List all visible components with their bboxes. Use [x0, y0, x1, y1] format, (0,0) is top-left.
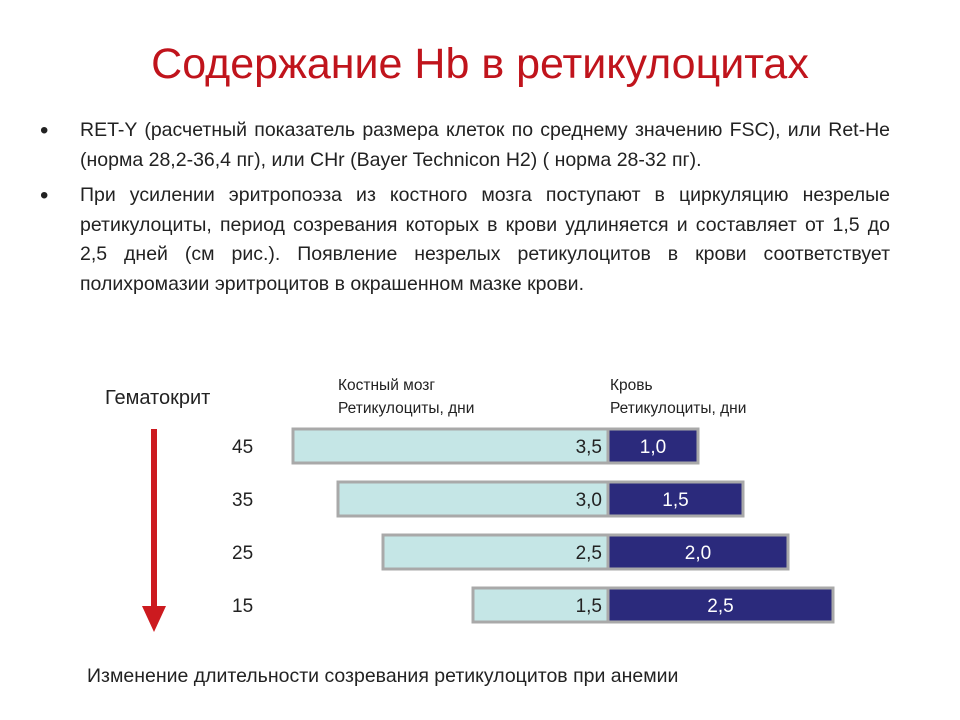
series-header-line: Костный мозг	[338, 377, 435, 394]
bullet-text: При усилении эритропоэза из костного моз…	[80, 184, 890, 295]
bullet-list: • RET-Y (расчетный показатель размера кл…	[40, 116, 890, 305]
bullet-dot-icon: •	[40, 117, 49, 144]
bar-marrow	[381, 533, 610, 571]
bar-blood	[606, 480, 745, 518]
category-tick-label: 35	[232, 490, 253, 511]
bullet-item: • RET-Y (расчетный показатель размера кл…	[40, 116, 890, 175]
data-label-marrow: 2,5	[576, 543, 602, 564]
bar-blood	[606, 533, 790, 571]
series-header-line: Ретикулоциты, дни	[338, 400, 474, 417]
category-tick-label: 15	[232, 596, 253, 617]
data-label-blood: 1,5	[662, 490, 688, 511]
bar-blood	[606, 427, 700, 465]
bar-marrow	[291, 427, 610, 465]
data-label-marrow: 3,5	[576, 437, 602, 458]
chart-title: Изменение длительности созревания ретику…	[87, 665, 678, 687]
data-label-blood: 2,5	[707, 596, 733, 617]
category-tick-label: 45	[232, 437, 253, 458]
bar-marrow	[471, 586, 610, 624]
slide-title: Содержание Hb в ретикулоцитах	[151, 40, 809, 88]
category-tick-label: 25	[232, 543, 253, 564]
bar-blood	[606, 586, 835, 624]
bullet-text: RET-Y (расчетный показатель размера клет…	[80, 119, 890, 171]
data-label-blood: 2,0	[685, 543, 711, 564]
data-label-blood: 1,0	[640, 437, 666, 458]
series-header-line: Кровь	[610, 377, 653, 394]
bar-marrow	[336, 480, 610, 518]
data-label-marrow: 1,5	[576, 596, 602, 617]
bullet-dot-icon: •	[40, 182, 49, 209]
bullet-item: • При усилении эритропоэза из костного м…	[40, 181, 890, 299]
y-axis-label: Гематокрит	[105, 387, 210, 409]
arrow-down-icon	[142, 606, 166, 632]
data-label-marrow: 3,0	[576, 490, 602, 511]
series-header-line: Ретикулоциты, дни	[610, 400, 746, 417]
